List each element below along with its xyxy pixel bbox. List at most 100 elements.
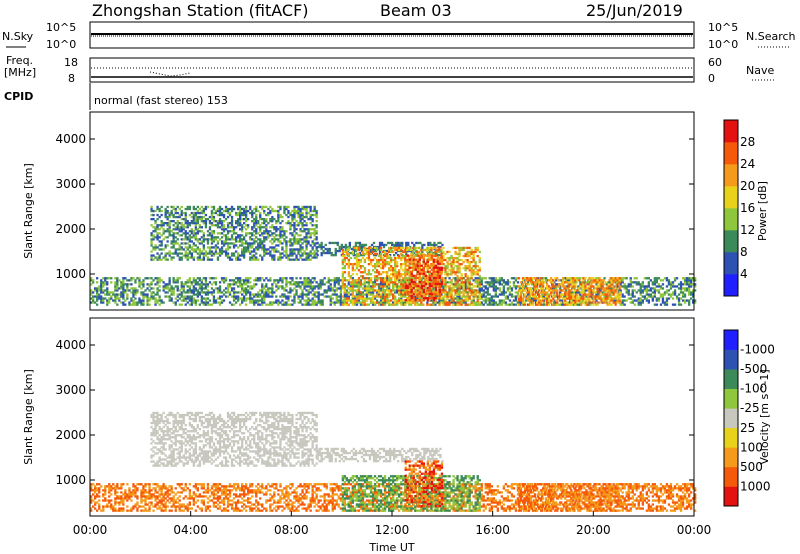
power-cell <box>649 287 652 290</box>
power-cell <box>287 211 290 215</box>
power-cell <box>350 247 353 251</box>
power-cell <box>305 213 308 217</box>
power-cell <box>255 240 258 243</box>
power-cell <box>665 303 669 306</box>
power-cell <box>315 236 318 239</box>
power-cell <box>394 297 397 300</box>
power-cell <box>222 293 226 296</box>
power-cell <box>281 226 284 229</box>
power-cell <box>279 207 282 211</box>
power-cell <box>299 281 302 284</box>
power-cell <box>194 303 197 306</box>
power-cell <box>414 246 417 250</box>
power-cell <box>158 256 161 259</box>
power-cell <box>226 230 230 233</box>
power-cell <box>196 299 199 302</box>
power-cell <box>410 277 413 280</box>
power-cell <box>381 279 385 282</box>
power-cell <box>287 254 290 257</box>
power-cell <box>204 238 208 241</box>
power-cell <box>241 242 244 245</box>
power-cell <box>295 248 298 251</box>
power-cell <box>315 220 318 223</box>
power-cell <box>424 285 427 288</box>
power-cell <box>271 238 274 241</box>
power-cell <box>677 303 681 306</box>
power-cell <box>468 252 471 256</box>
power-cell <box>243 236 246 239</box>
power-cell <box>291 283 294 286</box>
power-cell <box>430 303 433 306</box>
power-cell <box>639 293 642 296</box>
power-cell <box>498 293 501 296</box>
power-cell <box>351 267 354 270</box>
power-cell <box>206 246 210 249</box>
power-cell <box>311 277 314 280</box>
power-cell <box>629 283 632 286</box>
power-cell <box>291 289 294 292</box>
power-cell <box>96 277 99 280</box>
power-cell <box>184 220 187 223</box>
power-cell <box>338 249 341 253</box>
power-cell <box>657 291 661 294</box>
power-cell <box>182 283 185 286</box>
power-cell <box>210 222 214 225</box>
power-cell <box>285 254 288 257</box>
power-cell <box>210 211 214 215</box>
power-cell <box>595 293 598 296</box>
power-cell <box>388 279 391 282</box>
power-cell <box>404 275 407 278</box>
power-cell <box>150 224 153 227</box>
power-cell <box>182 226 185 229</box>
power-cell <box>516 281 520 284</box>
power-cell <box>148 303 151 306</box>
power-cell <box>226 254 230 257</box>
power-cell <box>357 260 361 264</box>
power-cell <box>253 285 256 288</box>
power-cell <box>502 301 505 304</box>
power-cell <box>352 254 355 257</box>
power-cell <box>412 274 415 277</box>
power-cell <box>317 291 320 294</box>
power-cell <box>417 241 420 245</box>
power-cell <box>458 271 461 274</box>
power-cell <box>458 289 461 292</box>
power-cell <box>547 293 550 296</box>
power-cell <box>383 279 387 282</box>
power-cell <box>251 246 254 249</box>
power-cell <box>490 283 493 286</box>
power-cell <box>498 279 501 282</box>
power-cell <box>311 240 314 243</box>
power-cell <box>480 283 483 286</box>
power-cell <box>422 288 425 292</box>
power-cell <box>192 232 195 235</box>
power-cell <box>502 279 505 282</box>
power-cell <box>353 295 356 298</box>
power-cell <box>458 301 461 304</box>
power-cell <box>283 209 286 213</box>
power-cell <box>379 283 383 286</box>
power-cell <box>158 232 161 235</box>
power-cell <box>412 279 415 282</box>
power-cell <box>631 293 634 296</box>
power-cell <box>208 281 212 284</box>
power-cell <box>257 277 260 280</box>
power-cell <box>388 246 391 250</box>
power-cell <box>311 242 314 245</box>
power-cell <box>456 277 459 280</box>
power-cell <box>421 243 424 247</box>
power-cell <box>265 289 268 292</box>
power-cell <box>285 289 288 292</box>
power-cell <box>625 287 628 290</box>
power-cell <box>388 285 391 288</box>
power-cell <box>204 218 208 221</box>
power-cell <box>200 211 203 215</box>
power-cell <box>468 277 471 280</box>
power-cell <box>323 289 326 292</box>
power-cell <box>360 254 364 257</box>
power-cell <box>180 252 183 255</box>
power-cell <box>694 301 697 304</box>
power-cell <box>506 279 510 282</box>
power-cell <box>299 209 302 213</box>
power-cell <box>311 297 314 300</box>
